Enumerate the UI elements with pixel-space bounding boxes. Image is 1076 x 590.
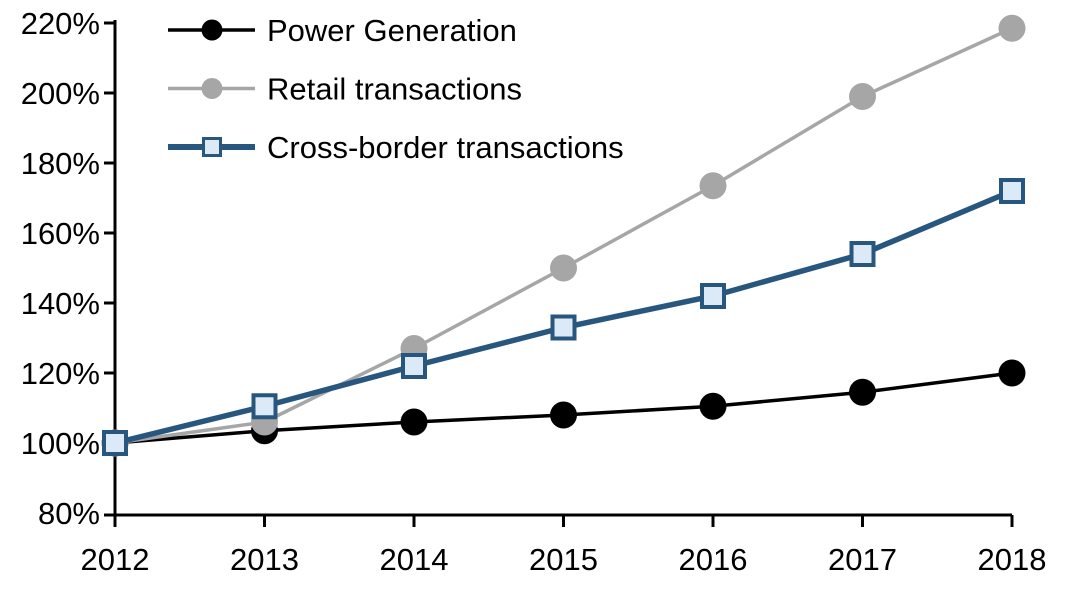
tick-labels: 80% 100% 120% 140% 160% 180% 200% 220% 2012 2013 2… [21,6,1047,577]
legend-label: Cross-border transactions [267,130,624,165]
data-point [251,393,278,420]
data-point [998,359,1026,387]
x-tick-label: 2015 [529,542,598,577]
legend-circle-marker [201,78,223,99]
x-tick-label: 2014 [380,542,449,577]
y-tick-label: 100% [21,426,100,461]
legend-item: Power Generation [168,13,517,48]
legend-label: Power Generation [267,13,517,48]
data-point [699,392,727,420]
y-tick-label: 140% [21,286,100,321]
legend-circle-marker [201,19,223,41]
data-point [849,83,876,110]
series-line [114,26,1013,445]
data-point [550,254,577,282]
series-cross-border-transactions [102,178,1025,456]
y-tick-label: 80% [38,496,100,531]
x-tick-label: 2016 [679,542,748,577]
data-point [699,172,727,200]
legend-item: Retail transactions [168,72,522,107]
y-tick-label: 180% [21,146,100,181]
x-tick-label: 2013 [230,542,299,577]
data-point [849,241,876,267]
data-point [849,378,876,406]
y-tick-label: 200% [21,76,100,111]
data-point [102,430,128,456]
series-power-generation [101,359,1026,457]
legend: Power Generation Retail transactions Cross… [168,13,624,165]
data-point [999,178,1025,204]
data-point [998,14,1026,42]
data-point [550,401,577,429]
data-point [400,408,428,436]
x-tick-label: 2017 [828,542,897,577]
y-tick-label: 120% [21,356,100,391]
data-point [550,314,577,341]
legend-square-marker [202,137,222,157]
y-tick-label: 160% [21,216,100,251]
legend-item: Cross-border transactions [168,130,624,165]
legend-label: Retail transactions [267,72,522,107]
x-tick-label: 2018 [978,542,1047,577]
data-point [700,283,726,309]
y-tick-label: 220% [21,6,100,41]
x-tick-label: 2012 [81,542,150,577]
data-point [401,353,427,379]
